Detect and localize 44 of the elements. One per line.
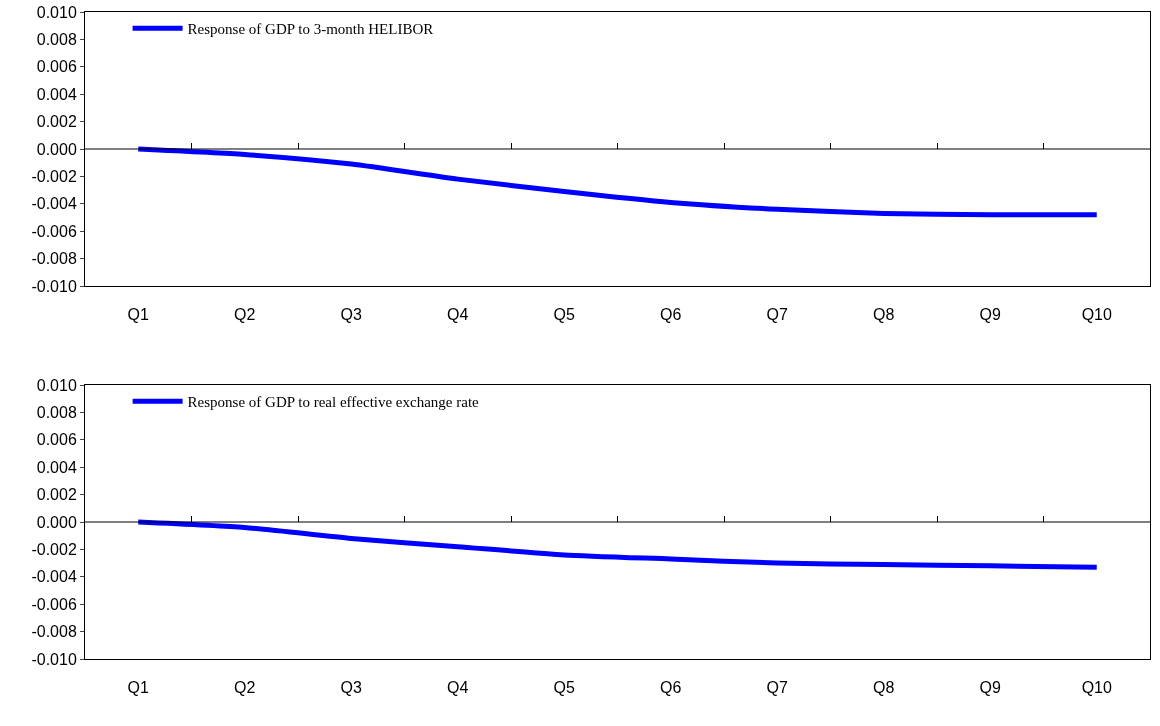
x-tick-label: Q7 [766, 679, 789, 697]
y-tick-label: 0.008 [36, 404, 77, 421]
x-tick-label: Q9 [979, 679, 1002, 697]
y-tick-label: -0.006 [31, 595, 77, 613]
x-tick-label: Q4 [447, 306, 469, 324]
x-tick-label: Q10 [1081, 306, 1112, 324]
y-tick-label: -0.004 [31, 195, 77, 213]
x-tick-label: Q6 [660, 306, 682, 324]
y-tick-label: -0.010 [31, 277, 77, 295]
x-tick-label: Q2 [234, 306, 256, 324]
x-tick-label: Q3 [340, 679, 363, 697]
legend-label: Response of GDP to real effective exchange rate [187, 394, 480, 411]
y-tick-label: 0.000 [36, 140, 77, 158]
y-tick-label: 0.008 [36, 31, 77, 48]
y-tick-label: -0.002 [31, 168, 77, 185]
x-tick-label: Q8 [873, 306, 895, 324]
y-tick-label: 0.002 [36, 113, 77, 131]
y-tick-label: 0.004 [36, 85, 77, 103]
y-tick-label: -0.008 [31, 623, 77, 641]
x-tick-label: Q8 [873, 679, 895, 697]
y-tick-label: 0.000 [36, 513, 77, 531]
y-tick-label: 0.010 [36, 3, 77, 21]
x-tick-label: Q5 [553, 306, 576, 324]
y-tick-label: -0.004 [31, 568, 77, 586]
x-tick-label: Q6 [660, 679, 682, 697]
y-tick-label: -0.010 [31, 650, 77, 668]
y-tick-label: 0.006 [36, 431, 77, 449]
y-tick-label: 0.010 [36, 376, 77, 394]
legend-label: Response of GDP to 3-month HELIBOR [187, 21, 434, 38]
x-tick-label: Q3 [340, 306, 363, 324]
x-tick-label: Q1 [127, 679, 150, 697]
x-tick-label: Q5 [553, 679, 576, 697]
x-tick-label: Q9 [979, 306, 1002, 324]
y-tick-label: -0.006 [31, 222, 77, 240]
x-tick-label: Q10 [1081, 679, 1112, 697]
y-tick-label: 0.002 [36, 486, 77, 504]
y-tick-label: 0.006 [36, 58, 77, 76]
y-tick-label: -0.002 [31, 541, 77, 558]
y-tick-label: -0.008 [31, 250, 77, 268]
x-tick-label: Q1 [127, 306, 150, 324]
x-tick-label: Q7 [766, 306, 789, 324]
y-tick-label: 0.004 [36, 458, 77, 476]
x-tick-label: Q4 [447, 679, 469, 697]
x-tick-label: Q2 [234, 679, 256, 697]
